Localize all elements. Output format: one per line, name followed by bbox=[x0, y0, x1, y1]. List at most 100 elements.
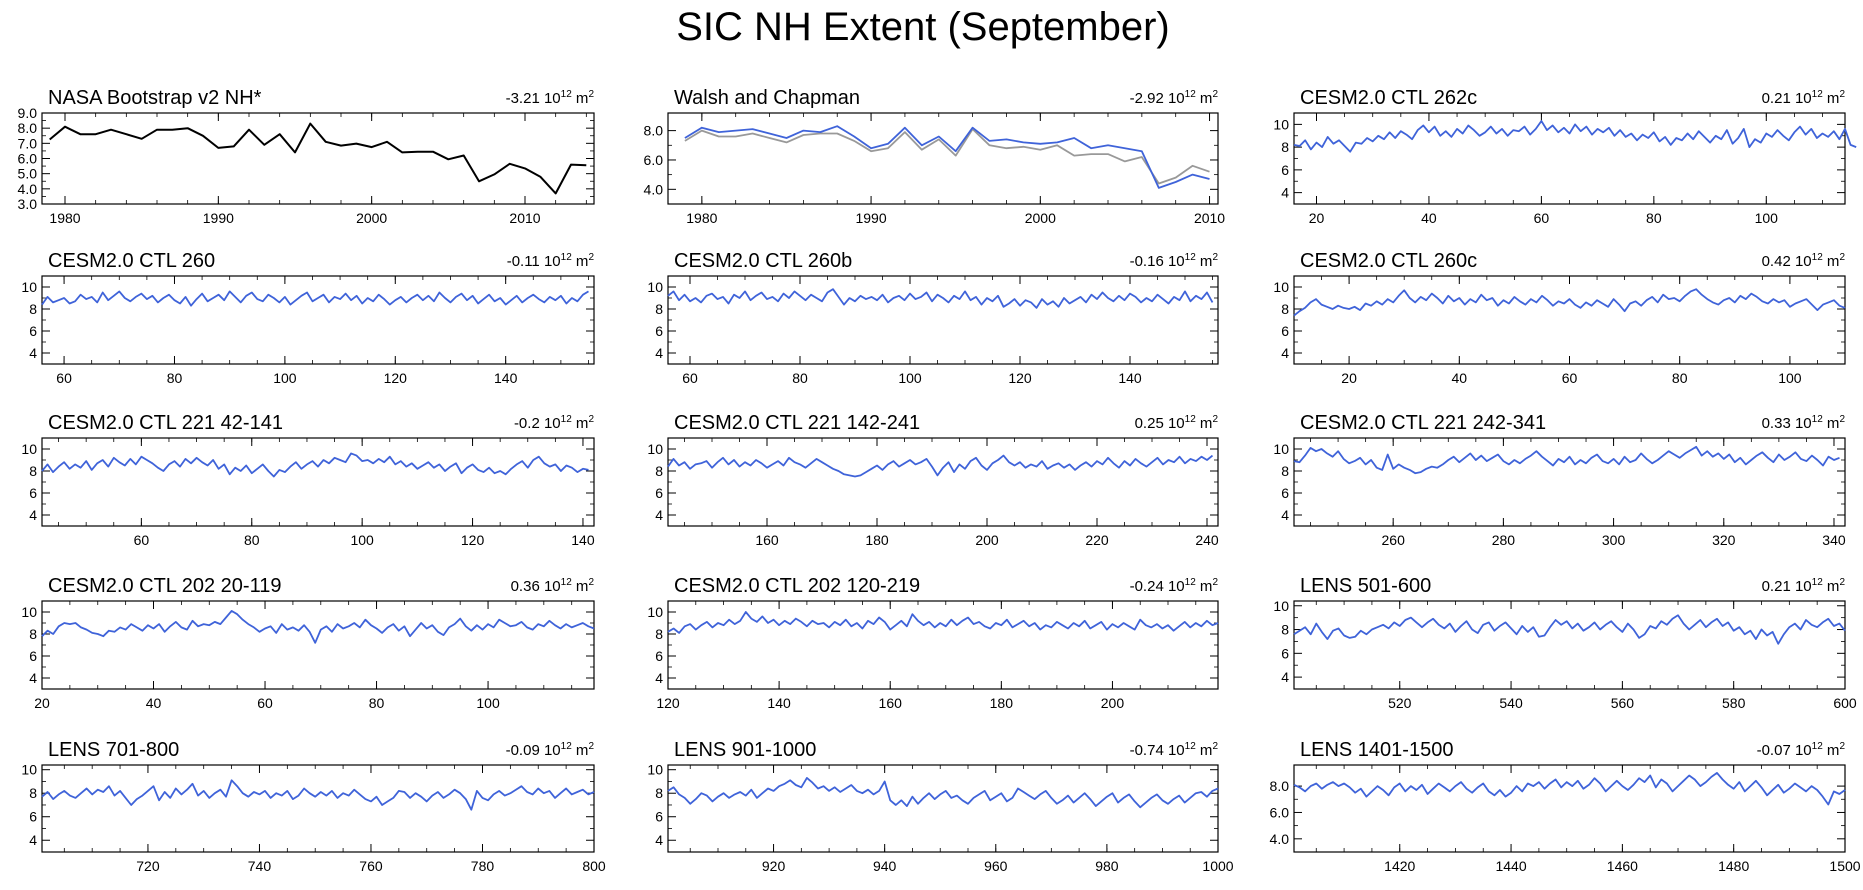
trend-value: 0.42 10 bbox=[1762, 253, 1812, 270]
trend-label: 0.36 1012 m2 bbox=[511, 577, 595, 595]
x-tick-label: 1500 bbox=[1829, 858, 1860, 874]
y-tick-label: 4.0 bbox=[644, 181, 664, 197]
trend-units-exponent: 2 bbox=[1839, 252, 1845, 263]
panel-title: LENS 901-1000 bbox=[674, 739, 816, 761]
series-line-1 bbox=[1293, 772, 1846, 806]
trend-label: -2.92 1012 m2 bbox=[1130, 89, 1219, 107]
trend-value: -0.07 10 bbox=[1757, 742, 1812, 759]
trend-exponent: 12 bbox=[1812, 89, 1824, 100]
y-tick-label: 8 bbox=[29, 301, 37, 317]
y-tick-label: 6 bbox=[29, 485, 37, 501]
series-line-1 bbox=[667, 777, 1219, 809]
trend-units-exponent: 2 bbox=[1839, 89, 1845, 100]
trend-units-exponent: 2 bbox=[1212, 577, 1218, 588]
series-line-1 bbox=[41, 452, 589, 478]
x-tick-label: 580 bbox=[1722, 695, 1746, 711]
x-tick-label: 220 bbox=[1085, 532, 1109, 548]
y-tick-label: 10 bbox=[21, 441, 37, 457]
trend-value: -3.21 10 bbox=[506, 90, 561, 107]
x-tick-label: 80 bbox=[1646, 210, 1662, 226]
trend-value: -0.74 10 bbox=[1130, 742, 1185, 759]
trend-units: m bbox=[1823, 742, 1840, 759]
panel-5: CESM2.0 CTL 260b -0.16 1012 m2 60 80 100 120 1… bbox=[647, 250, 1219, 386]
x-tick-label: 100 bbox=[1755, 210, 1779, 226]
series-line-1 bbox=[41, 779, 595, 811]
trend-value: 0.25 10 bbox=[1135, 415, 1185, 432]
x-tick-label: 600 bbox=[1833, 695, 1857, 711]
trend-value: -0.2 10 bbox=[514, 415, 561, 432]
trend-units-exponent: 2 bbox=[1212, 89, 1218, 100]
panel-title: CESM2.0 CTL 202 20-119 bbox=[48, 575, 281, 597]
x-tick-label: 180 bbox=[990, 695, 1014, 711]
x-tick-label: 280 bbox=[1492, 532, 1516, 548]
panel-11: CESM2.0 CTL 202 120-219 -0.24 1012 m2 120 1… bbox=[647, 575, 1219, 711]
panel-title: CESM2.0 CTL 260b bbox=[674, 250, 852, 272]
y-tick-label: 4 bbox=[655, 507, 663, 523]
y-tick-label: 4 bbox=[655, 345, 663, 361]
x-tick-label: 120 bbox=[656, 695, 680, 711]
y-tick-label: 4 bbox=[29, 345, 37, 361]
trend-value: 0.21 10 bbox=[1762, 578, 1812, 595]
trend-units-exponent: 2 bbox=[588, 252, 594, 263]
x-tick-label: 40 bbox=[146, 695, 162, 711]
x-tick-label: 100 bbox=[476, 695, 500, 711]
trend-units-exponent: 2 bbox=[1839, 741, 1845, 752]
trend-units: m bbox=[572, 415, 589, 432]
plot-frame bbox=[1293, 764, 1846, 853]
trend-label: -0.16 1012 m2 bbox=[1130, 252, 1219, 270]
y-tick-label: 10 bbox=[647, 762, 663, 778]
y-tick-label: 10 bbox=[647, 604, 663, 620]
x-tick-label: 2010 bbox=[509, 210, 540, 226]
y-tick-label: 7.0 bbox=[18, 135, 38, 151]
x-tick-label: 260 bbox=[1382, 532, 1406, 548]
x-tick-label: 560 bbox=[1611, 695, 1635, 711]
trend-label: -0.24 1012 m2 bbox=[1130, 577, 1219, 595]
trend-label: 0.25 1012 m2 bbox=[1135, 414, 1219, 432]
trend-units: m bbox=[1196, 742, 1213, 759]
plot-frame bbox=[41, 600, 595, 690]
x-tick-label: 2000 bbox=[356, 210, 387, 226]
panel-title: CESM2.0 CTL 260 bbox=[48, 250, 215, 272]
y-tick-label: 4.0 bbox=[1270, 831, 1290, 847]
trend-exponent: 12 bbox=[1185, 577, 1197, 588]
trend-label: -0.2 1012 m2 bbox=[514, 414, 595, 432]
panel-4: CESM2.0 CTL 260 -0.11 1012 m2 60 80 100 120 14… bbox=[21, 250, 595, 386]
x-tick-label: 520 bbox=[1388, 695, 1412, 711]
x-tick-label: 720 bbox=[136, 858, 160, 874]
trend-label: 0.21 1012 m2 bbox=[1762, 577, 1846, 595]
y-tick-label: 4 bbox=[29, 507, 37, 523]
x-tick-label: 20 bbox=[1309, 210, 1325, 226]
y-tick-label: 8 bbox=[655, 301, 663, 317]
x-tick-label: 120 bbox=[1008, 370, 1032, 386]
trend-units: m bbox=[1823, 90, 1840, 107]
trend-exponent: 12 bbox=[561, 741, 573, 752]
y-tick-label: 6 bbox=[29, 648, 37, 664]
trend-units: m bbox=[1196, 578, 1213, 595]
x-tick-label: 160 bbox=[879, 695, 903, 711]
x-tick-label: 100 bbox=[1778, 370, 1802, 386]
panel-title: CESM2.0 CTL 221 42-141 bbox=[48, 412, 283, 434]
trend-exponent: 12 bbox=[1812, 252, 1824, 263]
y-tick-label: 6 bbox=[1281, 162, 1289, 178]
y-tick-label: 4 bbox=[1281, 185, 1289, 201]
trend-label: -0.11 1012 m2 bbox=[507, 252, 595, 270]
x-tick-label: 140 bbox=[494, 370, 518, 386]
x-tick-label: 920 bbox=[762, 858, 786, 874]
plot-frame bbox=[667, 437, 1219, 527]
x-tick-label: 80 bbox=[1672, 370, 1688, 386]
series-line-1 bbox=[41, 610, 595, 644]
panel-title: CESM2.0 CTL 260c bbox=[1300, 250, 1477, 272]
trend-label: -0.09 1012 m2 bbox=[506, 741, 595, 759]
trend-label: 0.42 1012 m2 bbox=[1762, 252, 1846, 270]
trend-exponent: 12 bbox=[561, 414, 573, 425]
plot-frame bbox=[1293, 275, 1846, 365]
trend-value: -0.24 10 bbox=[1130, 578, 1185, 595]
y-tick-label: 4 bbox=[1281, 669, 1289, 685]
panel-title: CESM2.0 CTL 262c bbox=[1300, 87, 1477, 109]
trend-value: -2.92 10 bbox=[1130, 90, 1185, 107]
series-line-1 bbox=[667, 288, 1214, 309]
x-tick-label: 40 bbox=[1421, 210, 1437, 226]
